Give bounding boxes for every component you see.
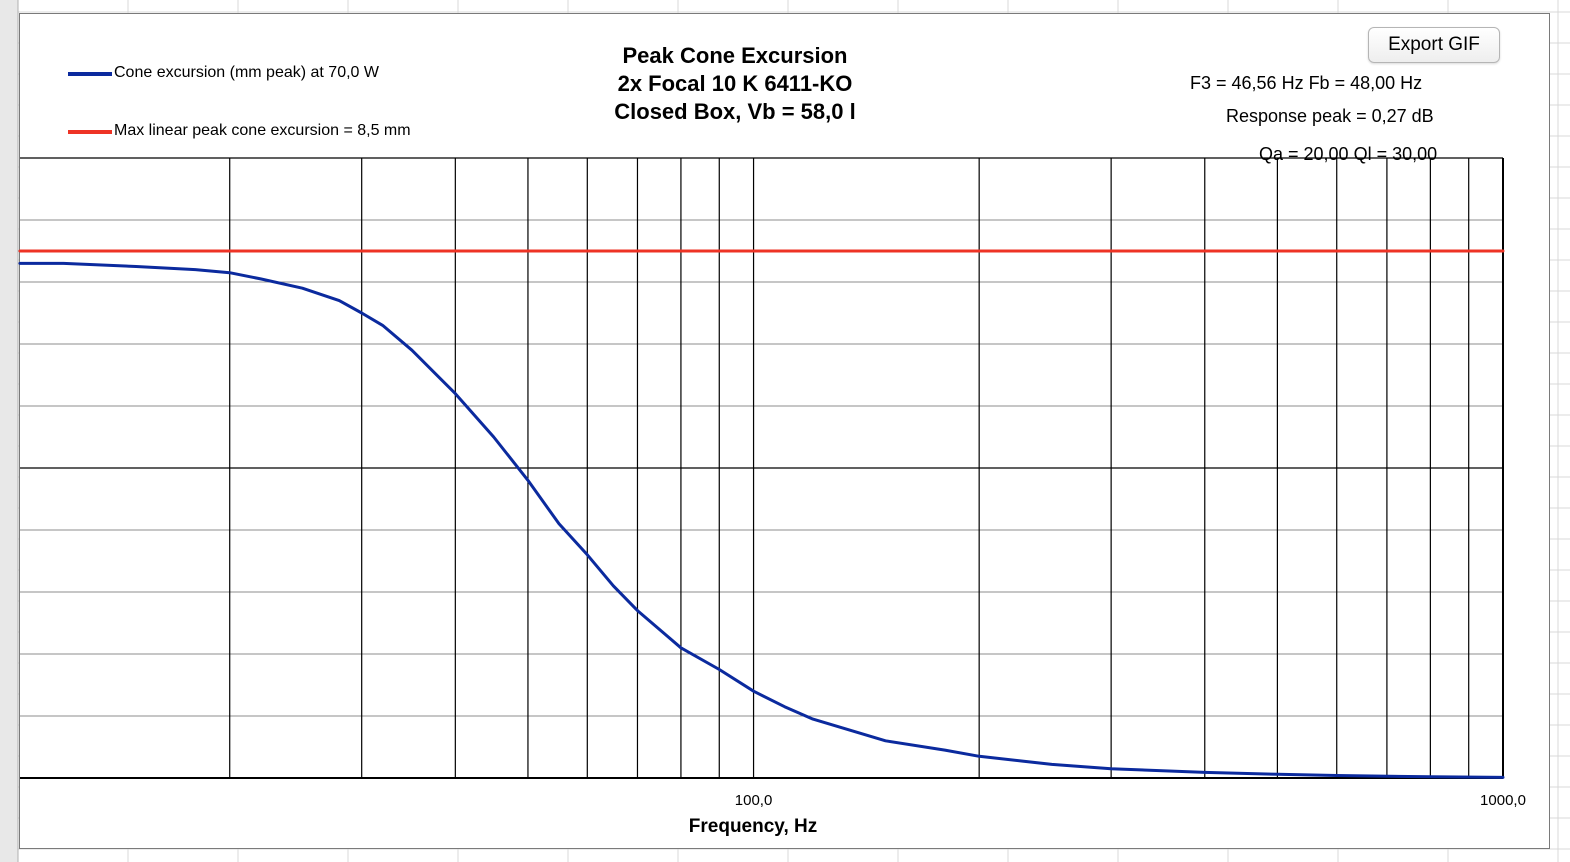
export-gif-button[interactable]: Export GIF bbox=[1368, 27, 1500, 63]
series-line-excursion bbox=[18, 261, 1505, 779]
chart-area[interactable] bbox=[19, 13, 1550, 849]
losses-readout: Qa = 20,00 Ql = 30,00 bbox=[1259, 144, 1438, 164]
chart-title: Peak Cone Excursion bbox=[622, 43, 848, 68]
legend-label-xmax: Max linear peak cone excursion = 8,5 mm bbox=[114, 122, 411, 139]
f3-fb-readout: F3 = 46,56 Hz Fb = 48,00 Hz bbox=[1190, 73, 1423, 93]
x-tick-label: 100,0 bbox=[735, 792, 773, 809]
legend-swatch-excursion bbox=[68, 72, 112, 76]
chart-subtitle-driver: 2x Focal 10 K 6411-KO bbox=[617, 71, 853, 96]
x-axis-title: Frequency, Hz bbox=[689, 816, 817, 837]
x-tick-label: 1000,0 bbox=[1480, 792, 1526, 809]
legend-swatch-xmax bbox=[68, 130, 112, 134]
row-header-strip bbox=[0, 0, 18, 862]
response-peak-readout: Response peak = 0,27 dB bbox=[1226, 106, 1434, 126]
legend-label-excursion: Cone excursion (mm peak) at 70,0 W bbox=[114, 64, 379, 81]
chart-subtitle-enclosure: Closed Box, Vb = 58,0 l bbox=[614, 99, 856, 124]
